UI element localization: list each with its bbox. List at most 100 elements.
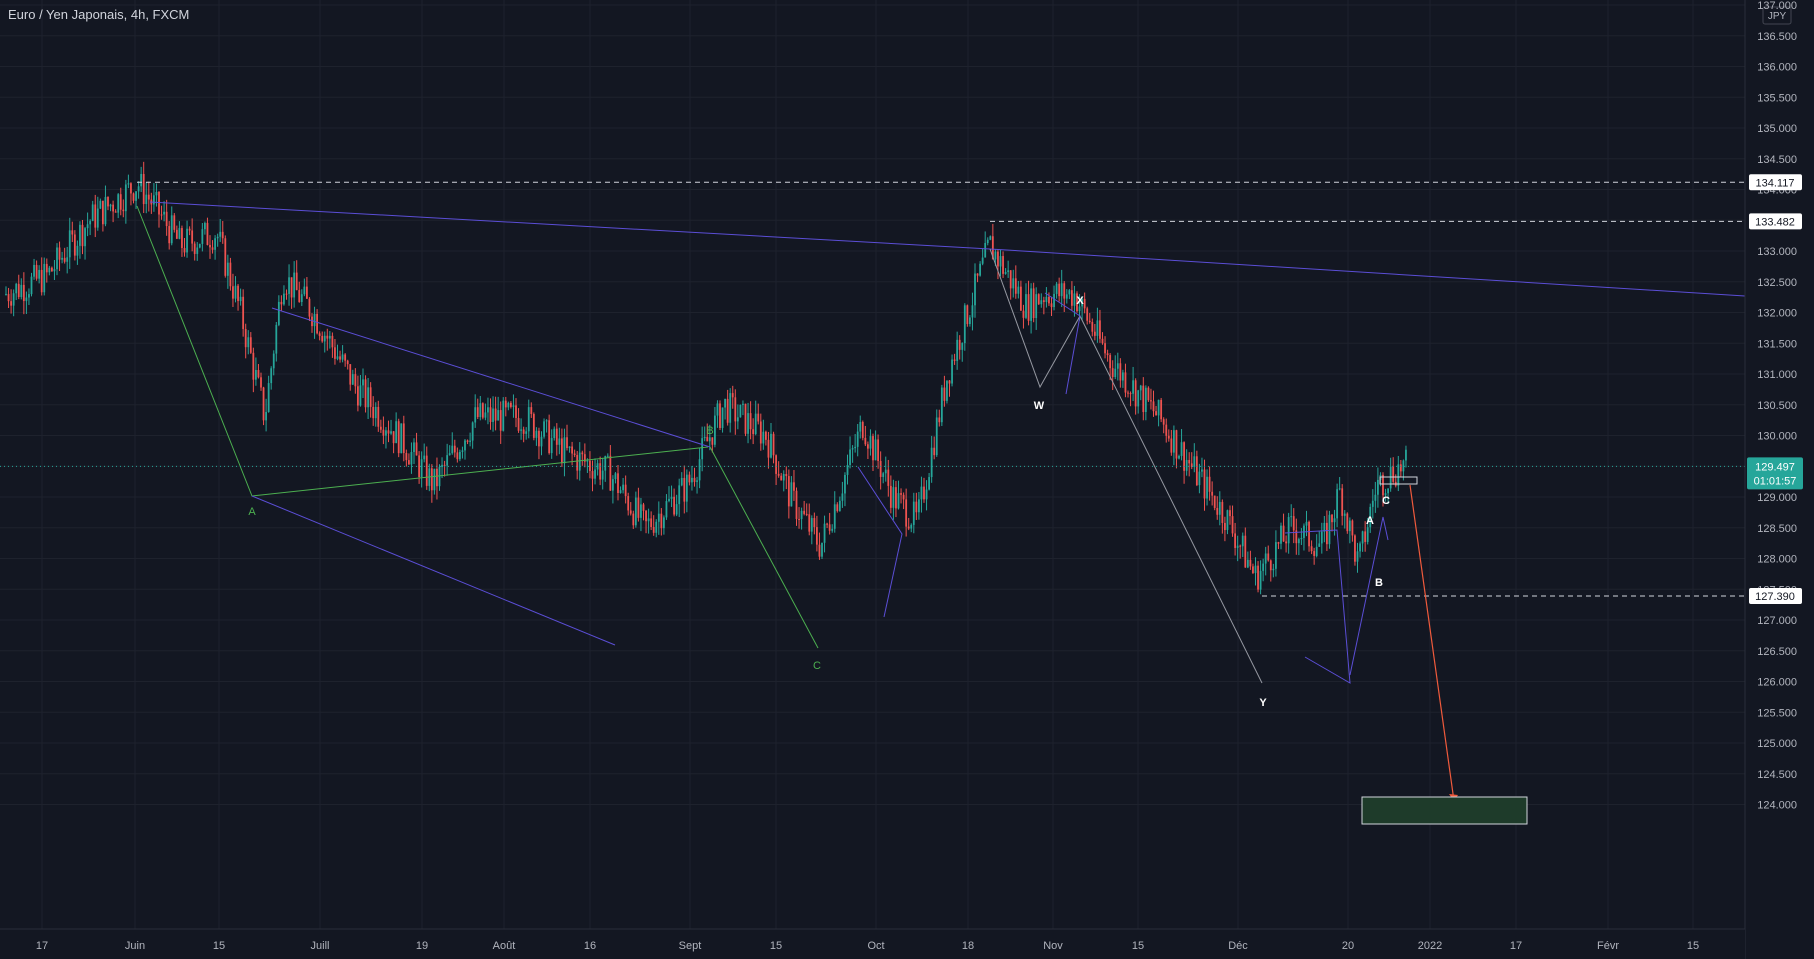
price-tick-label: 135.500 [1757, 92, 1797, 104]
candle-body [1236, 545, 1239, 548]
candle-body [1058, 283, 1061, 297]
candle-body [749, 413, 752, 430]
candle-body [323, 335, 326, 342]
candle-body [1035, 294, 1038, 319]
candle-body [589, 460, 591, 472]
candle-body [1244, 535, 1247, 568]
candle-body [104, 196, 107, 225]
price-tick-label: 133.000 [1757, 246, 1797, 258]
candle-body [290, 277, 293, 298]
candle-body [456, 452, 459, 460]
candle-body [1252, 566, 1254, 574]
candle-body [313, 313, 316, 327]
target-start-box[interactable] [1379, 476, 1418, 485]
candle-body [1104, 343, 1106, 354]
candle-body [726, 398, 729, 423]
level-price-badge [1749, 588, 1802, 605]
candle-body [336, 356, 339, 359]
candle-body [397, 421, 400, 454]
time-axis[interactable]: 17 Juin 15 Juill 19 Août 16 Sept 15 Oct 18 Nov 15 Déc… [0, 928, 1745, 959]
wave-c-green-2 [709, 446, 819, 649]
candle-body [1315, 546, 1318, 556]
candle-body [293, 272, 296, 298]
candle-body [571, 446, 573, 454]
target-zone[interactable] [1361, 796, 1528, 825]
candle-body [1060, 283, 1063, 297]
candle-body [558, 438, 561, 445]
candle-body [466, 440, 469, 442]
candle-body [869, 436, 872, 449]
candle-body [1101, 338, 1104, 344]
candle-body [494, 408, 497, 421]
candle-body [331, 335, 334, 348]
candle-body [206, 222, 209, 245]
candle-body [1308, 521, 1310, 547]
price-tick-label: 128.000 [1757, 554, 1797, 566]
candle-body [22, 284, 25, 302]
candle-body [1211, 491, 1214, 496]
price-tick-label: 129.000 [1757, 492, 1797, 504]
candle-body [1313, 551, 1316, 556]
channel-purple-left-top [271, 307, 711, 448]
candle-body [30, 276, 33, 295]
candle-body [765, 431, 767, 440]
candle-body [989, 236, 992, 240]
candle-body [43, 263, 46, 293]
candle-body [928, 477, 930, 490]
candle-body [599, 463, 602, 480]
candle-body [109, 204, 112, 207]
channel-purple-left [251, 495, 616, 646]
candle-body [1190, 463, 1193, 467]
candle-body [94, 204, 97, 228]
candle-body [79, 224, 81, 246]
candle-body [1216, 507, 1219, 515]
candle-body [606, 455, 609, 457]
candle-body [1022, 310, 1025, 318]
time-axis-label: Août [493, 940, 516, 952]
candle-body [377, 406, 380, 427]
candle-body [522, 429, 525, 434]
candle-body [849, 449, 851, 466]
candle-body [25, 297, 28, 302]
candle-body [1091, 321, 1094, 332]
candle-body [991, 236, 994, 260]
candle-body [946, 380, 948, 401]
candle-body [451, 445, 454, 454]
candle-body [382, 429, 385, 436]
candle-body [752, 429, 755, 435]
candle-body [601, 470, 604, 480]
candle-body [678, 485, 681, 505]
candle-body [711, 437, 714, 445]
candle-body [127, 183, 130, 185]
candle-body [1037, 294, 1040, 305]
candle-body [1162, 419, 1165, 425]
candle-body [1173, 430, 1175, 453]
candle-body [685, 474, 688, 502]
candle-body [367, 387, 369, 408]
candle-body [882, 473, 885, 477]
candle-body [1262, 563, 1265, 571]
candle-body [943, 387, 946, 401]
candle-body [1111, 368, 1114, 378]
candle-body [696, 480, 698, 482]
candle-body [89, 220, 92, 225]
candle-body [1374, 494, 1377, 501]
time-axis-label: 19 [416, 940, 428, 952]
candle-body [1114, 368, 1117, 378]
candle-body [1328, 514, 1331, 545]
candle-body [124, 184, 127, 212]
candle-body [1071, 290, 1073, 306]
candle-body [961, 343, 964, 350]
time-axis-label: 17 [36, 940, 48, 952]
candle-body [474, 407, 477, 423]
candle-body [385, 430, 387, 436]
candle-body [759, 421, 762, 444]
candle-body [326, 335, 329, 339]
candle-body [1331, 514, 1333, 523]
candle-body [775, 455, 777, 474]
candle-body [1198, 471, 1201, 486]
candle-body [701, 438, 704, 460]
price-scale[interactable]: JPY 137.000 136.500 136.000 135.500 135.000 1… [1744, 0, 1814, 959]
candle-body [346, 360, 349, 365]
